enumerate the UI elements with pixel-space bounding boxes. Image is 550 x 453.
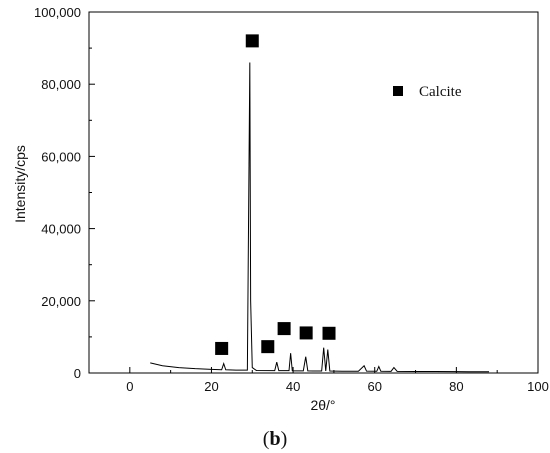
y-tick-label: 60,000 (41, 149, 81, 164)
calcite-peak-marker (245, 34, 259, 48)
calcite-peak-marker (322, 326, 336, 340)
x-tick-label: 40 (286, 379, 300, 394)
calcite-peak-marker (299, 326, 313, 340)
x-tick-label: 20 (204, 379, 218, 394)
x-tick-label: 60 (367, 379, 381, 394)
y-tick-label: 40,000 (41, 222, 81, 237)
chart-markers (215, 34, 336, 355)
plot-frame (88, 11, 539, 374)
chart-axes (88, 11, 539, 374)
calcite-peak-marker (261, 340, 275, 354)
panel-label-close: ) (281, 428, 288, 450)
legend-marker-square (393, 86, 403, 96)
x-tick-label: 80 (449, 379, 463, 394)
y-tick-label: 20,000 (41, 294, 81, 309)
x-axis-title: 2θ/° (310, 397, 335, 413)
x-tick-label: 100 (527, 379, 549, 394)
legend-label: Calcite (419, 84, 462, 100)
chart-series (150, 62, 490, 373)
y-tick-label: 80,000 (41, 77, 81, 92)
panel-label: (b) (263, 428, 287, 450)
chart-ticks: 0 20 40 60 80 100 0 20,000 40,000 60,000 80,000 100… (34, 5, 549, 394)
calcite-peak-marker (277, 322, 291, 336)
y-axis-title: Intensity/cps (12, 145, 28, 223)
panel-label-open: ( (263, 428, 270, 450)
x-tick-label: 0 (126, 379, 133, 394)
y-tick-label: 100,000 (34, 5, 81, 20)
xrd-pattern-line (150, 62, 490, 373)
panel-label-letter: b (269, 428, 280, 450)
calcite-peak-marker (215, 341, 229, 355)
legend: Calcite (393, 84, 462, 100)
y-tick-label: 0 (74, 366, 81, 381)
